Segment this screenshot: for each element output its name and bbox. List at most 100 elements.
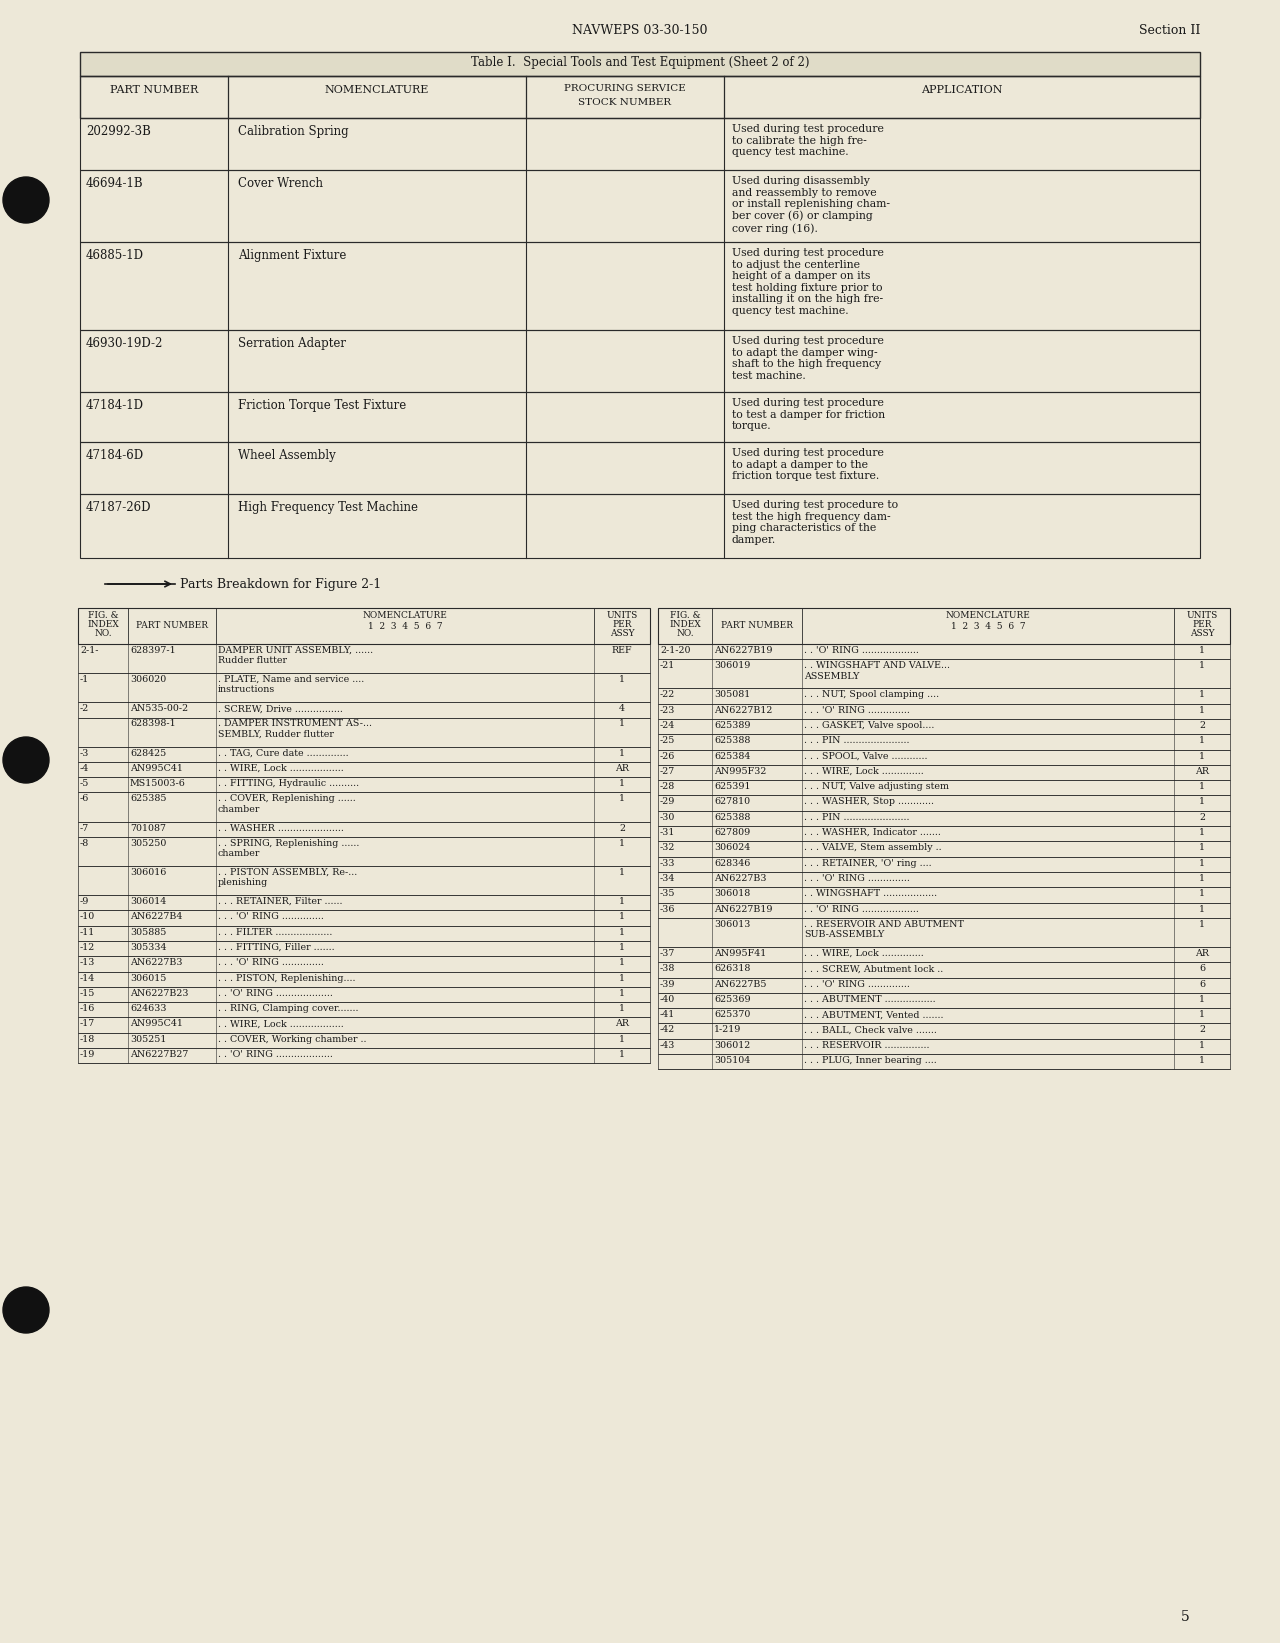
Text: High Frequency Test Machine: High Frequency Test Machine xyxy=(238,501,419,514)
Text: 1: 1 xyxy=(1199,1040,1204,1050)
Bar xyxy=(658,946,1230,963)
Text: Serration Adapter: Serration Adapter xyxy=(238,337,346,350)
Text: 626318: 626318 xyxy=(714,964,750,973)
Bar xyxy=(658,1009,1230,1024)
Text: -28: -28 xyxy=(660,782,676,792)
Bar xyxy=(78,910,650,925)
Text: 2: 2 xyxy=(1199,813,1204,822)
Text: 306020: 306020 xyxy=(131,675,166,683)
Text: 1: 1 xyxy=(1199,1010,1204,1019)
Text: 47184-6D: 47184-6D xyxy=(86,449,145,462)
Text: -2: -2 xyxy=(79,705,90,713)
Text: 1  2  3  4  5  6  7: 1 2 3 4 5 6 7 xyxy=(367,623,443,631)
Bar xyxy=(658,703,1230,720)
Text: . . . SPOOL, Valve ............: . . . SPOOL, Valve ............ xyxy=(804,751,928,761)
Text: -34: -34 xyxy=(660,874,676,882)
Bar xyxy=(78,644,650,674)
Bar xyxy=(78,895,650,910)
Bar xyxy=(78,718,650,746)
Text: AR: AR xyxy=(1196,950,1210,958)
Bar xyxy=(658,918,1230,946)
Text: 625388: 625388 xyxy=(714,813,750,822)
Bar xyxy=(658,963,1230,978)
Text: 1: 1 xyxy=(1199,996,1204,1004)
Text: AN6227B3: AN6227B3 xyxy=(714,874,767,882)
Bar xyxy=(658,780,1230,795)
Text: 1: 1 xyxy=(620,989,625,997)
Bar xyxy=(658,659,1230,688)
Text: -33: -33 xyxy=(660,859,676,868)
Text: . . . PIN ......................: . . . PIN ...................... xyxy=(804,736,910,746)
Text: 1: 1 xyxy=(1199,889,1204,899)
Text: 1: 1 xyxy=(1199,751,1204,761)
Text: -29: -29 xyxy=(660,797,676,807)
Bar xyxy=(78,866,650,895)
Bar xyxy=(658,644,1230,659)
Text: Used during test procedure
to test a damper for friction
torque.: Used during test procedure to test a dam… xyxy=(732,398,886,430)
Text: 1: 1 xyxy=(620,897,625,905)
Text: APPLICATION: APPLICATION xyxy=(922,85,1002,95)
Text: -9: -9 xyxy=(79,897,90,905)
Text: 1: 1 xyxy=(1199,905,1204,914)
Text: . . . NUT, Spool clamping ....: . . . NUT, Spool clamping .... xyxy=(804,690,940,700)
Text: 1: 1 xyxy=(620,720,625,728)
Text: Wheel Assembly: Wheel Assembly xyxy=(238,449,335,462)
Text: 625384: 625384 xyxy=(714,751,750,761)
Text: 1: 1 xyxy=(620,675,625,683)
Text: . . . PISTON, Replenishing....: . . . PISTON, Replenishing.... xyxy=(218,974,356,983)
Bar xyxy=(658,978,1230,992)
Text: -38: -38 xyxy=(660,964,676,973)
Bar xyxy=(658,734,1230,749)
Text: . . TAG, Cure date ..............: . . TAG, Cure date .............. xyxy=(218,749,348,757)
Text: -24: -24 xyxy=(660,721,676,729)
Text: Calibration Spring: Calibration Spring xyxy=(238,125,348,138)
Text: . . . PIN ......................: . . . PIN ...................... xyxy=(804,813,910,822)
Circle shape xyxy=(3,1286,49,1332)
Bar xyxy=(658,902,1230,918)
Bar xyxy=(78,971,650,987)
Text: . . COVER, Working chamber ..: . . COVER, Working chamber .. xyxy=(218,1035,366,1043)
Text: . . . WIRE, Lock ..............: . . . WIRE, Lock .............. xyxy=(804,767,924,775)
Text: 1: 1 xyxy=(620,749,625,757)
Bar xyxy=(79,393,1201,442)
Text: 306012: 306012 xyxy=(714,1040,750,1050)
Text: AN535-00-2: AN535-00-2 xyxy=(131,705,188,713)
Bar xyxy=(658,872,1230,887)
Text: Used during test procedure
to adjust the centerline
height of a damper on its
te: Used during test procedure to adjust the… xyxy=(732,248,884,315)
Text: . . COVER, Replenishing ......
chamber: . . COVER, Replenishing ...... chamber xyxy=(218,795,356,813)
Text: PROCURING SERVICE: PROCURING SERVICE xyxy=(564,84,686,94)
Text: AR: AR xyxy=(1196,767,1210,775)
Bar xyxy=(658,810,1230,826)
Text: 306015: 306015 xyxy=(131,974,166,983)
Text: -37: -37 xyxy=(660,950,676,958)
Bar xyxy=(658,795,1230,810)
Text: STOCK NUMBER: STOCK NUMBER xyxy=(579,99,672,107)
Text: . . . FILTER ...................: . . . FILTER ................... xyxy=(218,928,333,937)
Text: 306018: 306018 xyxy=(714,889,750,899)
Text: 305081: 305081 xyxy=(714,690,750,700)
Text: -36: -36 xyxy=(660,905,676,914)
Text: . . . SCREW, Abutment lock ..: . . . SCREW, Abutment lock .. xyxy=(804,964,943,973)
Text: . . RING, Clamping cover.......: . . RING, Clamping cover....... xyxy=(218,1004,358,1014)
Text: . . WINGSHAFT AND VALVE...
ASSEMBLY: . . WINGSHAFT AND VALVE... ASSEMBLY xyxy=(804,660,950,680)
Text: 1  2  3  4  5  6  7: 1 2 3 4 5 6 7 xyxy=(951,623,1025,631)
Text: 306013: 306013 xyxy=(714,920,750,928)
Bar xyxy=(78,746,650,762)
Text: 2: 2 xyxy=(1199,1025,1204,1035)
Text: -18: -18 xyxy=(79,1035,95,1043)
Text: INDEX: INDEX xyxy=(87,619,119,629)
Text: -19: -19 xyxy=(79,1050,96,1060)
Text: AN6227B23: AN6227B23 xyxy=(131,989,188,997)
Text: 628397-1: 628397-1 xyxy=(131,646,175,656)
Bar xyxy=(658,1024,1230,1038)
Bar xyxy=(658,1055,1230,1070)
Text: 1: 1 xyxy=(1199,782,1204,792)
Bar xyxy=(78,1033,650,1048)
Text: 1: 1 xyxy=(620,1035,625,1043)
Text: -26: -26 xyxy=(660,751,676,761)
Text: . . . BALL, Check valve .......: . . . BALL, Check valve ....... xyxy=(804,1025,937,1035)
Text: . . WINGSHAFT ..................: . . WINGSHAFT .................. xyxy=(804,889,937,899)
Bar xyxy=(658,856,1230,872)
Text: DAMPER UNIT ASSEMBLY, ......
Rudder flutter: DAMPER UNIT ASSEMBLY, ...... Rudder flut… xyxy=(218,646,374,665)
Bar xyxy=(658,992,1230,1009)
